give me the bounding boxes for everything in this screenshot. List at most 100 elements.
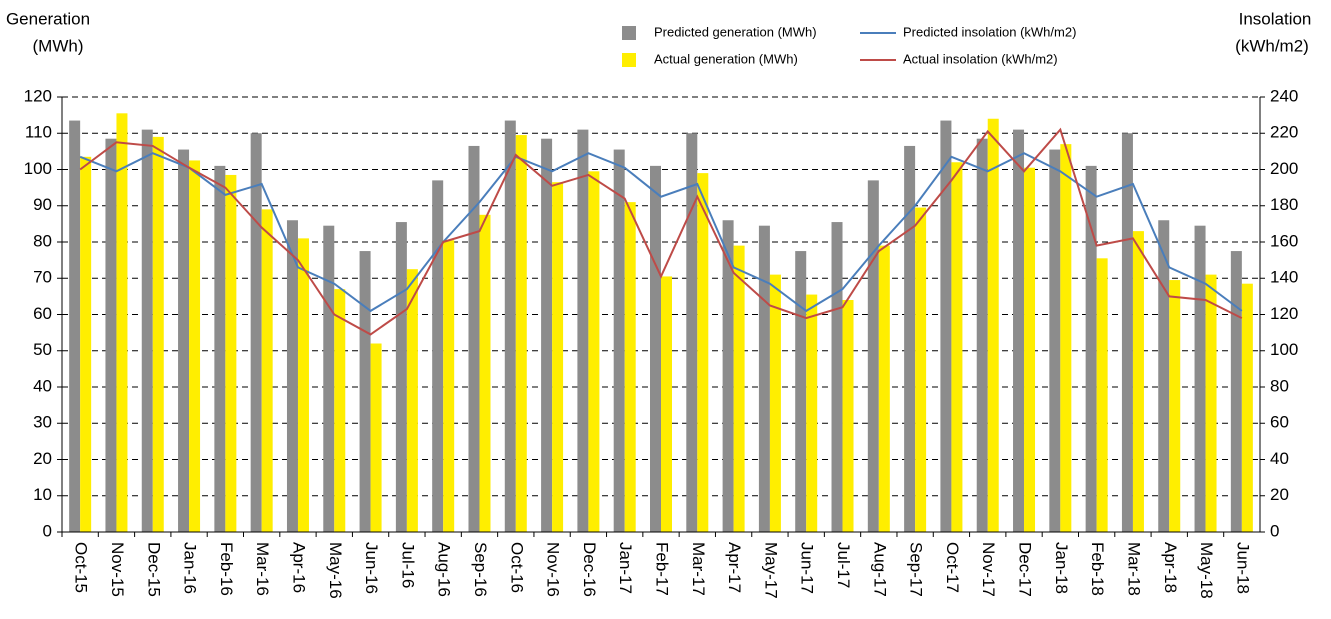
y-tick-label: 120	[24, 86, 52, 105]
bar	[1132, 231, 1144, 532]
bar	[1121, 133, 1133, 532]
bar	[178, 149, 190, 532]
y-label: (MWh)	[33, 36, 84, 55]
x-tick-label: Jan-16	[181, 542, 200, 594]
bar	[286, 220, 298, 532]
bar	[1096, 258, 1108, 532]
bar	[940, 120, 952, 532]
y-tick-label: 110	[25, 123, 52, 142]
x-tick-label: Sep-16	[471, 542, 490, 597]
y2-tick-label: 220	[1270, 123, 1298, 142]
bar	[867, 180, 879, 532]
legend-swatch	[622, 26, 636, 40]
y2-tick-label: 40	[1270, 449, 1289, 468]
bar	[323, 225, 335, 532]
y2-tick-label: 100	[1270, 340, 1298, 359]
x-tick-label: Jun-18	[1233, 542, 1252, 594]
legend-swatch	[622, 53, 636, 67]
bar	[661, 276, 672, 532]
y-tick-label: 90	[33, 195, 52, 214]
bar	[806, 294, 818, 532]
legend-label: Actual generation (MWh)	[654, 51, 798, 66]
bar	[105, 138, 117, 532]
y2-tick-label: 120	[1270, 304, 1298, 323]
bar	[842, 300, 854, 532]
x-tick-label: Sep-17	[907, 542, 926, 597]
x-tick-label: Feb-17	[653, 542, 672, 596]
x-tick-label: Aug-16	[435, 542, 454, 597]
bar	[515, 135, 527, 532]
y-tick-label: 0	[43, 521, 52, 540]
bar	[1194, 225, 1206, 532]
bar	[1085, 165, 1097, 532]
bar	[577, 129, 589, 532]
bar	[541, 138, 553, 532]
x-tick-label: Jan-17	[616, 542, 635, 594]
x-tick-label: May-18	[1197, 542, 1216, 599]
bar	[189, 160, 201, 532]
bar	[261, 209, 273, 532]
y2-tick-label: 60	[1270, 413, 1289, 432]
bar	[552, 182, 564, 532]
y2-tick-label: 240	[1270, 86, 1298, 105]
line	[79, 152, 1243, 313]
y-tick-label: 20	[33, 449, 52, 468]
x-tick-label: Dec-17	[1016, 542, 1035, 597]
x-tick-label: May-16	[326, 542, 345, 599]
bar	[297, 238, 309, 532]
legend-label: Predicted generation (MWh)	[654, 24, 817, 39]
x-tick-label: Jan-18	[1052, 542, 1071, 594]
bar	[214, 165, 226, 532]
x-tick-label: Jun-16	[362, 542, 381, 594]
bar	[758, 225, 770, 532]
bar	[987, 118, 999, 532]
y-tick-label: 50	[33, 340, 52, 359]
x-tick-label: Oct-15	[72, 542, 91, 593]
bar	[152, 136, 164, 532]
bar	[613, 149, 625, 532]
bar	[1169, 280, 1181, 532]
bar	[1060, 144, 1072, 532]
bar	[1049, 149, 1061, 532]
x-tick-label: Mar-17	[689, 542, 708, 596]
y2-label: (kWh/m2)	[1235, 36, 1309, 55]
bar	[395, 222, 407, 532]
bar	[1230, 251, 1242, 532]
bar	[795, 251, 807, 532]
y-tick-label: 30	[33, 413, 52, 432]
bar	[1205, 274, 1217, 532]
y2-tick-label: 0	[1270, 521, 1279, 540]
y-tick-label: 10	[33, 485, 52, 504]
x-tick-label: Jul-16	[398, 542, 417, 588]
x-tick-label: Dec-16	[580, 542, 599, 597]
bar	[686, 133, 698, 532]
x-tick-label: Nov-17	[979, 542, 998, 597]
bar	[769, 274, 781, 532]
x-tick-label: Nov-15	[108, 542, 127, 597]
bar	[831, 222, 843, 532]
y2-tick-label: 180	[1270, 195, 1298, 214]
bar	[359, 251, 371, 532]
bar	[733, 245, 745, 532]
bar	[225, 174, 237, 532]
y2-tick-label: 140	[1270, 268, 1298, 287]
x-tick-label: May-17	[761, 542, 780, 599]
x-tick-label: Apr-17	[725, 542, 744, 593]
y2-tick-label: 20	[1270, 485, 1289, 504]
x-tick-label: Oct-17	[943, 542, 962, 593]
y-tick-label: 100	[24, 159, 52, 178]
bar	[406, 269, 418, 532]
bar	[650, 165, 661, 532]
x-tick-label: Mar-16	[253, 542, 272, 596]
bar	[697, 173, 709, 532]
x-tick-label: Dec-15	[144, 542, 163, 597]
bar	[1158, 220, 1170, 532]
y-tick-label: 70	[33, 268, 52, 287]
bar	[624, 202, 636, 532]
y2-label: Insolation	[1239, 9, 1312, 28]
x-tick-label: Aug-17	[870, 542, 889, 597]
bar	[878, 245, 890, 532]
bar	[1013, 129, 1025, 532]
